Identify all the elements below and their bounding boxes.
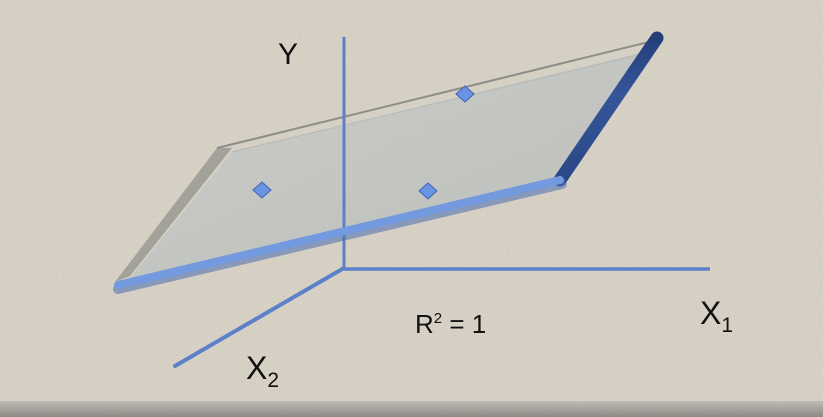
- x2-axis-label-text: X: [246, 350, 268, 386]
- data-points: [252, 85, 475, 200]
- plane-right-edge: [553, 31, 664, 187]
- r-squared-annotation: R2 = 1: [415, 311, 486, 337]
- data-point: [252, 181, 272, 199]
- r-squared-value: = 1: [442, 309, 487, 339]
- x1-axis-label-text: X: [700, 295, 722, 331]
- plane-back-edge: [216, 39, 658, 149]
- r-squared-symbol: R: [415, 309, 434, 339]
- x1-axis-label-subscript: 1: [721, 314, 734, 337]
- plane-front-edge: [114, 176, 564, 289]
- x1-axis-label: X1: [700, 297, 733, 336]
- bottom-fade-bar: [0, 401, 823, 417]
- y-axis-label-text: Y: [278, 38, 299, 71]
- data-point: [418, 182, 438, 200]
- data-point: [455, 85, 475, 103]
- y-axis-label: Y: [278, 40, 298, 70]
- x2-axis: [173, 266, 346, 368]
- x2-axis-label: X2: [246, 352, 279, 391]
- regression-plane: [130, 50, 652, 278]
- plane-left-edge: [115, 148, 232, 282]
- x2-axis-label-subscript: 2: [267, 369, 280, 392]
- r-squared-exponent: 2: [433, 310, 443, 327]
